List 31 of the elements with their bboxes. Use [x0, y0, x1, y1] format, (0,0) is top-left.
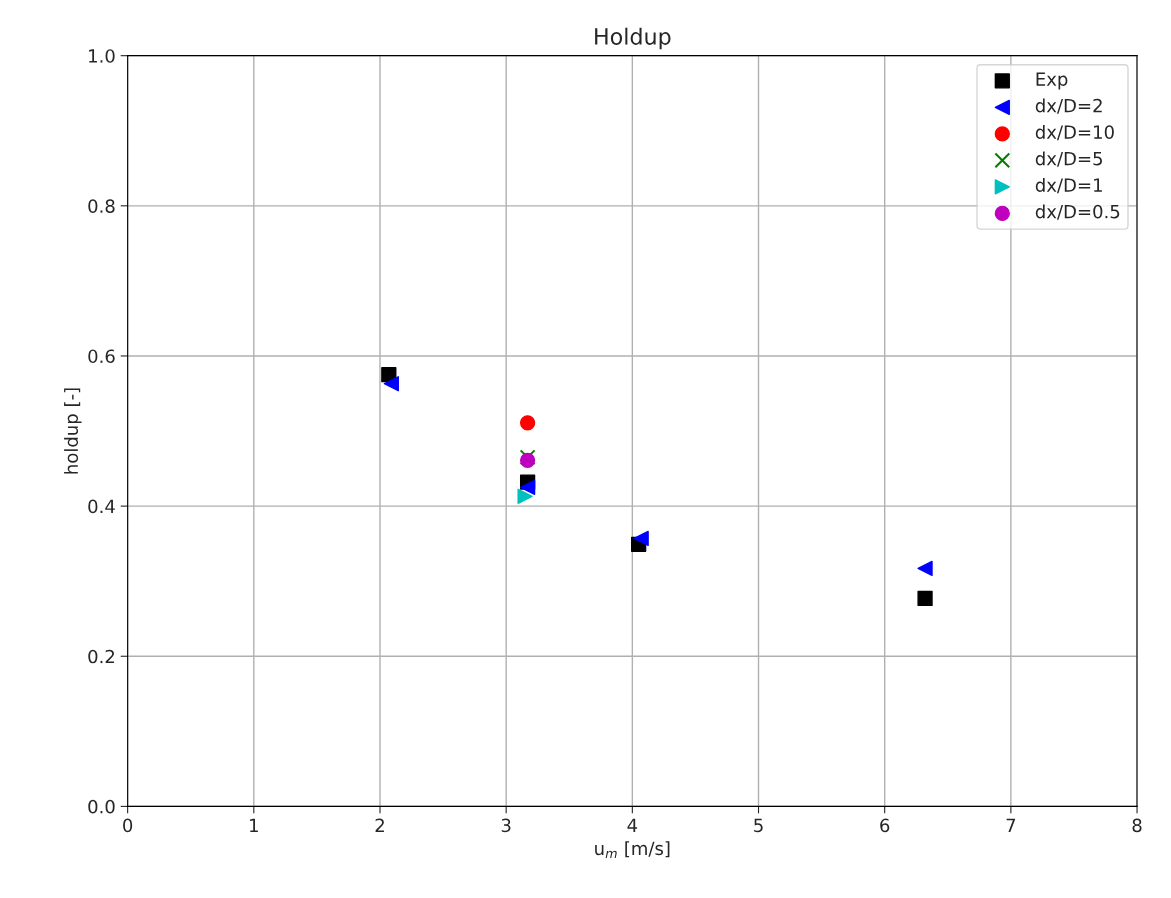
y-tick-label: 0.2	[88, 649, 115, 664]
x-tick-label: 3	[501, 818, 511, 833]
x-tick-label: 0	[123, 818, 133, 833]
y-tick-label: 0.6	[88, 349, 115, 364]
legend-label: dx/D=5	[1035, 151, 1102, 167]
y-tick-label: 1.0	[89, 49, 115, 63]
x-tick-label: 8	[1132, 818, 1142, 833]
y-tick-label: 0.4	[88, 499, 115, 514]
chart-title: Holdup	[595, 27, 671, 50]
point	[383, 376, 399, 392]
x-tick-label: 5	[754, 818, 763, 833]
point	[519, 415, 536, 431]
legend-label: dx/D=10	[1035, 124, 1114, 141]
point	[633, 530, 649, 547]
y-axis-title: holdup [-]	[64, 388, 82, 474]
legend-label: dx/D=0.5	[1035, 204, 1120, 220]
y-tick-label: 0.8	[88, 199, 115, 213]
point	[917, 590, 933, 607]
y-tick-label: 0.0	[88, 799, 115, 814]
point	[519, 479, 536, 495]
legend-label: dx/D=2	[1035, 98, 1102, 114]
x-tick-label: 2	[375, 818, 384, 832]
point	[917, 560, 933, 577]
legend-label: Exp	[1036, 72, 1068, 90]
x-axis-title: u$_{m}$ [m/s]	[595, 841, 670, 858]
x-tick-label: 4	[627, 818, 638, 832]
x-tick-label: 6	[880, 818, 890, 833]
x-tick-label: 7	[1006, 818, 1016, 832]
x-tick-label: 1	[250, 818, 258, 832]
legend-label: dx/D=1	[1035, 177, 1102, 194]
point	[517, 488, 533, 504]
